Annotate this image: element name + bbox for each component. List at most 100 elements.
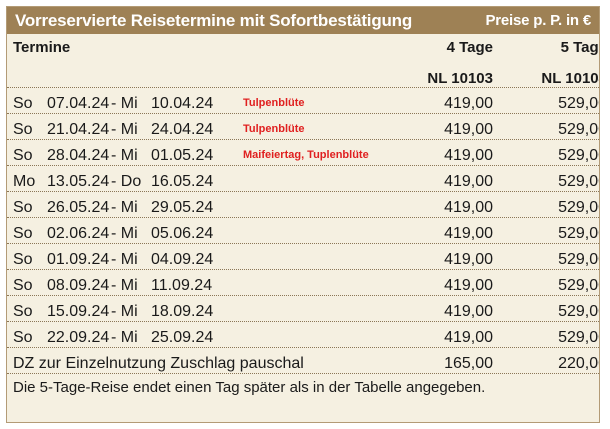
price-5-days: 529,00 bbox=[558, 121, 599, 138]
table-row: So 08.09.24- Mi 11.09.24 419,00 529,00 bbox=[7, 270, 599, 296]
price-5-days: 529,00 bbox=[558, 225, 599, 242]
table-row: So 15.09.24- Mi 18.09.24 419,00 529,00 bbox=[7, 296, 599, 322]
table-body: So 07.04.24- Mi 10.04.24 Tulpenblüte 419,00 5… bbox=[7, 88, 599, 348]
weekday-end: - Mi bbox=[111, 95, 138, 112]
row-note bbox=[243, 281, 393, 285]
date-start: 26.05.24 bbox=[47, 199, 110, 216]
table-row: Mo 13.05.24- Do 16.05.24 419,00 529,00 bbox=[7, 166, 599, 192]
row-note bbox=[243, 307, 393, 311]
weekday-start: So bbox=[13, 199, 33, 216]
footnote: Die 5-Tage-Reise endet einen Tag später … bbox=[13, 379, 486, 396]
date-range: So 22.09.24- Mi 25.09.24 bbox=[13, 329, 243, 347]
date-start: 22.09.24 bbox=[47, 329, 110, 346]
date-start: 15.09.24 bbox=[47, 303, 110, 320]
price-5-days: 529,00 bbox=[558, 147, 599, 164]
table-row: So 21.04.24- Mi 24.04.24 Tulpenblüte 419,00 5… bbox=[7, 114, 599, 140]
price-5-days: 529,00 bbox=[558, 277, 599, 294]
price-5-days: 529,00 bbox=[558, 199, 599, 216]
weekday-end: - Do bbox=[111, 173, 142, 190]
header-5-days: 5 Tage bbox=[560, 39, 599, 56]
date-start: 28.04.24 bbox=[47, 147, 110, 164]
date-end: 04.09.24 bbox=[151, 251, 214, 268]
weekday-end: - Mi bbox=[111, 251, 138, 268]
price-note: Preise p. P. in € bbox=[485, 12, 591, 29]
price-5-days: 529,00 bbox=[558, 173, 599, 190]
date-end: 25.09.24 bbox=[151, 329, 214, 346]
header-dates: Termine bbox=[13, 39, 71, 56]
date-end: 11.09.24 bbox=[151, 277, 213, 294]
weekday-start: So bbox=[13, 251, 33, 268]
weekday-start: Mo bbox=[13, 173, 36, 190]
price-4-days: 419,00 bbox=[444, 121, 493, 138]
date-end: 01.05.24 bbox=[151, 147, 214, 164]
weekday-end: - Mi bbox=[111, 329, 138, 346]
table-row: So 01.09.24- Mi 04.09.24 419,00 529,00 bbox=[7, 244, 599, 270]
weekday-end: - Mi bbox=[111, 121, 138, 138]
price-4-days: 419,00 bbox=[444, 199, 493, 216]
header-row-duration: Termine 4 Tage 5 Tage bbox=[7, 34, 599, 61]
price-4-days: 419,00 bbox=[444, 251, 493, 268]
date-range: Mo 13.05.24- Do 16.05.24 bbox=[13, 173, 243, 191]
header-row-codes: NL 10103 NL 10104 bbox=[7, 61, 599, 88]
weekday-end: - Mi bbox=[111, 303, 138, 320]
date-range: So 08.09.24- Mi 11.09.24 bbox=[13, 277, 243, 295]
price-4-days: 419,00 bbox=[444, 329, 493, 346]
weekday-start: So bbox=[13, 121, 33, 138]
row-note bbox=[243, 229, 393, 233]
price-4-days: 419,00 bbox=[444, 173, 493, 190]
date-range: So 02.06.24- Mi 05.06.24 bbox=[13, 225, 243, 243]
weekday-end: - Mi bbox=[111, 225, 138, 242]
surcharge-price-4-days: 165,00 bbox=[444, 355, 493, 372]
date-end: 24.04.24 bbox=[151, 121, 214, 138]
date-end: 16.05.24 bbox=[151, 173, 214, 190]
code-5-days: NL 10104 bbox=[541, 70, 599, 87]
surcharge-row: DZ zur Einzelnutzung Zuschlag pauschal 1… bbox=[7, 348, 599, 374]
table-row: So 28.04.24- Mi 01.05.24 Maifeiertag, Tuple… bbox=[7, 140, 599, 166]
weekday-start: So bbox=[13, 303, 33, 320]
weekday-end: - Mi bbox=[111, 147, 138, 164]
date-start: 01.09.24 bbox=[47, 251, 110, 268]
date-end: 29.05.24 bbox=[151, 199, 214, 216]
header-4-days: 4 Tage bbox=[446, 39, 493, 56]
price-5-days: 529,00 bbox=[558, 303, 599, 320]
weekday-end: - Mi bbox=[111, 277, 138, 294]
row-note: Maifeiertag, Tuplenblüte bbox=[243, 148, 369, 161]
row-note bbox=[243, 203, 393, 207]
weekday-start: So bbox=[13, 277, 33, 294]
row-note: Tulpenblüte bbox=[243, 122, 305, 135]
date-end: 05.06.24 bbox=[151, 225, 214, 242]
date-range: So 01.09.24- Mi 04.09.24 bbox=[13, 251, 243, 269]
weekday-start: So bbox=[13, 329, 33, 346]
price-4-days: 419,00 bbox=[444, 147, 493, 164]
date-range: So 21.04.24- Mi 24.04.24 bbox=[13, 121, 243, 139]
price-table-panel: Vorreservierte Reisetermine mit Sofortbe… bbox=[6, 6, 600, 423]
date-range: So 07.04.24- Mi 10.04.24 bbox=[13, 95, 243, 113]
weekday-start: So bbox=[13, 225, 33, 242]
weekday-end: - Mi bbox=[111, 199, 138, 216]
row-note bbox=[243, 333, 393, 337]
date-end: 18.09.24 bbox=[151, 303, 214, 320]
date-range: So 28.04.24- Mi 01.05.24 bbox=[13, 147, 243, 165]
row-note: Tulpenblüte bbox=[243, 96, 305, 109]
date-start: 13.05.24 bbox=[47, 173, 110, 190]
price-5-days: 529,00 bbox=[558, 95, 599, 112]
price-4-days: 419,00 bbox=[444, 225, 493, 242]
date-end: 10.04.24 bbox=[151, 95, 214, 112]
code-4-days: NL 10103 bbox=[427, 70, 493, 87]
row-note bbox=[243, 255, 393, 259]
date-start: 21.04.24 bbox=[47, 121, 110, 138]
schedule-table: Termine 4 Tage 5 Tage NL 10103 NL 10104 … bbox=[7, 34, 599, 400]
price-5-days: 529,00 bbox=[558, 251, 599, 268]
table-row: So 22.09.24- Mi 25.09.24 419,00 529,00 bbox=[7, 322, 599, 348]
date-range: So 26.05.24- Mi 29.05.24 bbox=[13, 199, 243, 217]
date-start: 08.09.24 bbox=[47, 277, 110, 294]
title-bar: Vorreservierte Reisetermine mit Sofortbe… bbox=[7, 7, 599, 34]
price-4-days: 419,00 bbox=[444, 303, 493, 320]
price-4-days: 419,00 bbox=[444, 95, 493, 112]
surcharge-price-5-days: 220,00 bbox=[558, 355, 599, 372]
date-start: 02.06.24 bbox=[47, 225, 110, 242]
table-row: So 26.05.24- Mi 29.05.24 419,00 529,00 bbox=[7, 192, 599, 218]
date-range: So 15.09.24- Mi 18.09.24 bbox=[13, 303, 243, 321]
price-4-days: 419,00 bbox=[444, 277, 493, 294]
row-note bbox=[243, 177, 393, 181]
